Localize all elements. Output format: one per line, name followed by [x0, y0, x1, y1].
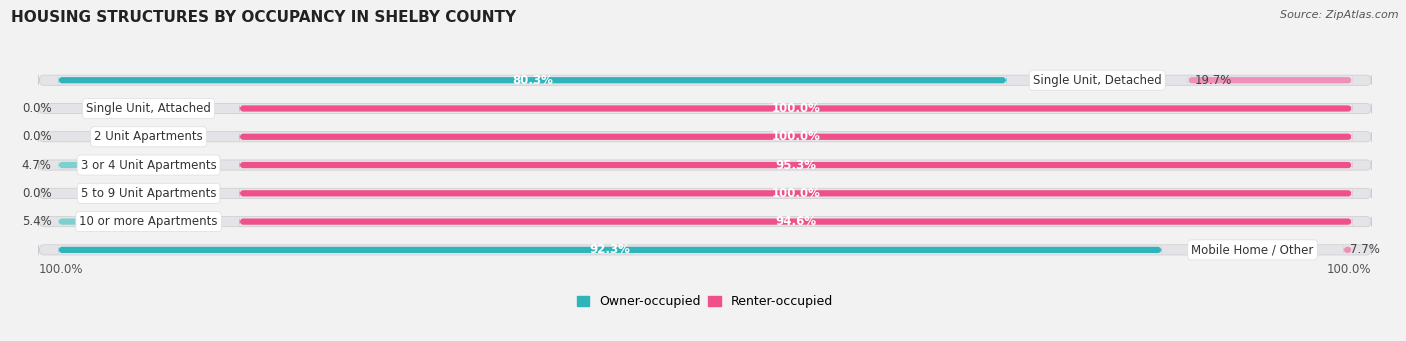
Text: 5 to 9 Unit Apartments: 5 to 9 Unit Apartments [80, 187, 217, 200]
Text: 10 or more Apartments: 10 or more Apartments [79, 215, 218, 228]
Text: HOUSING STRUCTURES BY OCCUPANCY IN SHELBY COUNTY: HOUSING STRUCTURES BY OCCUPANCY IN SHELB… [11, 10, 516, 25]
Text: Single Unit, Detached: Single Unit, Detached [1033, 74, 1161, 87]
FancyBboxPatch shape [58, 216, 84, 227]
FancyBboxPatch shape [58, 244, 1161, 255]
Text: 0.0%: 0.0% [22, 102, 52, 115]
FancyBboxPatch shape [239, 216, 1353, 227]
Text: 100.0%: 100.0% [772, 130, 820, 143]
Text: 2 Unit Apartments: 2 Unit Apartments [94, 130, 202, 143]
FancyBboxPatch shape [1343, 244, 1353, 255]
FancyBboxPatch shape [38, 132, 1372, 142]
Text: Single Unit, Attached: Single Unit, Attached [86, 102, 211, 115]
FancyBboxPatch shape [239, 103, 1353, 114]
Text: 3 or 4 Unit Apartments: 3 or 4 Unit Apartments [80, 159, 217, 172]
FancyBboxPatch shape [239, 160, 1353, 170]
FancyBboxPatch shape [38, 103, 1372, 114]
FancyBboxPatch shape [38, 75, 1372, 85]
Text: 94.6%: 94.6% [775, 215, 817, 228]
Text: 19.7%: 19.7% [1194, 74, 1232, 87]
Text: 100.0%: 100.0% [772, 102, 820, 115]
Text: 5.4%: 5.4% [21, 215, 52, 228]
Legend: Owner-occupied, Renter-occupied: Owner-occupied, Renter-occupied [572, 290, 838, 313]
FancyBboxPatch shape [38, 245, 1372, 255]
FancyBboxPatch shape [38, 188, 1372, 198]
FancyBboxPatch shape [58, 75, 1007, 86]
FancyBboxPatch shape [38, 217, 1372, 227]
Text: 100.0%: 100.0% [38, 263, 83, 276]
Text: 80.3%: 80.3% [512, 74, 553, 87]
FancyBboxPatch shape [1188, 75, 1353, 86]
FancyBboxPatch shape [58, 160, 84, 170]
FancyBboxPatch shape [239, 188, 1353, 199]
Text: 7.7%: 7.7% [1350, 243, 1379, 256]
Text: Source: ZipAtlas.com: Source: ZipAtlas.com [1281, 10, 1399, 20]
Text: 92.3%: 92.3% [589, 243, 630, 256]
Text: 95.3%: 95.3% [775, 159, 815, 172]
Text: 100.0%: 100.0% [772, 187, 820, 200]
Text: 0.0%: 0.0% [22, 130, 52, 143]
Text: 0.0%: 0.0% [22, 187, 52, 200]
Text: 100.0%: 100.0% [1327, 263, 1372, 276]
FancyBboxPatch shape [239, 131, 1353, 142]
Text: Mobile Home / Other: Mobile Home / Other [1191, 243, 1313, 256]
Text: 4.7%: 4.7% [21, 159, 52, 172]
FancyBboxPatch shape [38, 160, 1372, 170]
